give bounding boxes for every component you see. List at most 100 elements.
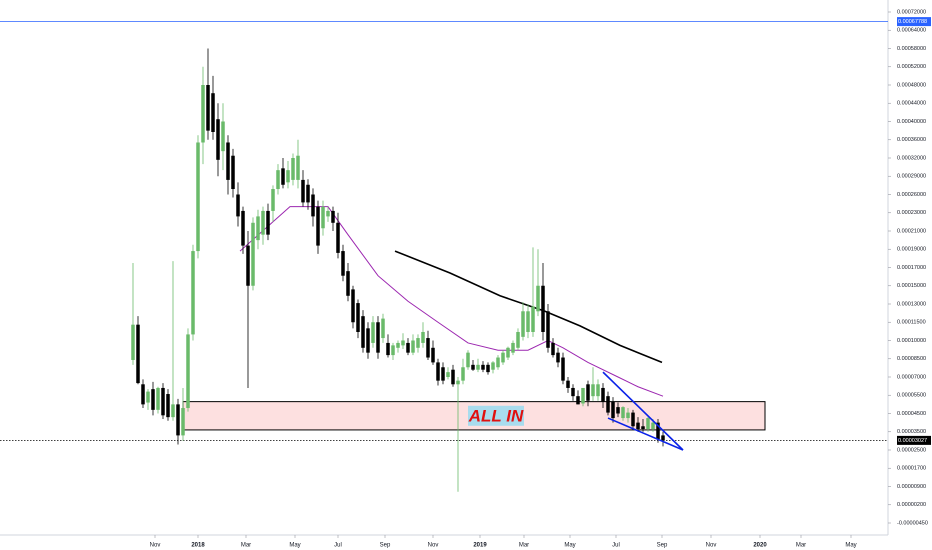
trendline xyxy=(602,371,684,451)
y-tick-label: 0.00000200 xyxy=(897,502,926,508)
y-tick-label: 0.00005500 xyxy=(897,393,926,399)
candle-body xyxy=(511,342,515,353)
y-tick-label: 0.00058000 xyxy=(897,46,926,52)
candle-body xyxy=(396,342,400,348)
y-tick-label: 0.00029000 xyxy=(897,174,926,180)
candle-body xyxy=(496,357,500,368)
candle-body xyxy=(586,384,590,401)
candle-body xyxy=(261,210,265,235)
candle-body xyxy=(336,222,340,253)
candle-body xyxy=(471,364,475,370)
candle-body xyxy=(556,352,560,363)
candle-body xyxy=(291,158,295,180)
y-tick-label: 0.00026000 xyxy=(897,192,926,198)
candle-body xyxy=(386,342,390,356)
candle-body xyxy=(191,251,195,335)
candle-body xyxy=(296,155,300,180)
candle-body xyxy=(381,318,385,339)
y-tick-label: 0.00004500 xyxy=(897,411,926,417)
candle-body xyxy=(526,311,530,332)
candle-body xyxy=(136,324,140,384)
y-tick-label: 0.00072000 xyxy=(897,9,926,15)
candle-body xyxy=(606,396,610,413)
candle-body xyxy=(476,364,480,370)
candle-body xyxy=(246,245,250,286)
candle-body xyxy=(636,422,640,430)
candle-body xyxy=(401,340,405,346)
y-tick-label: 0.00013000 xyxy=(897,301,926,307)
x-tick-label: 2020 xyxy=(753,543,767,549)
moving-average xyxy=(394,250,663,364)
x-tick-label: Jul xyxy=(334,543,342,549)
candle-body xyxy=(651,422,655,430)
candle-body xyxy=(141,384,145,405)
candle-body xyxy=(226,142,230,180)
x-tick-label: 2019 xyxy=(473,543,487,549)
y-tick-label: 0.00008500 xyxy=(897,356,926,362)
candle-body xyxy=(376,322,380,353)
candle-body xyxy=(311,194,315,217)
y-tick-label: 0.00003500 xyxy=(897,429,926,435)
y-tick-label: 0.00015000 xyxy=(897,283,926,289)
candle-body xyxy=(276,170,280,190)
x-tick-label: Mar xyxy=(796,543,806,549)
y-tick-label: 0.00023000 xyxy=(897,210,926,216)
candle-body xyxy=(446,372,450,377)
candle-body xyxy=(211,93,215,132)
x-tick-label: Jul xyxy=(612,543,620,549)
candle-body xyxy=(581,387,585,404)
y-tick-label: 0.00019000 xyxy=(897,247,926,253)
candle-body xyxy=(281,168,285,185)
candle-body xyxy=(491,362,495,370)
x-tick-label: Nov xyxy=(428,543,439,549)
candle-body xyxy=(481,364,485,370)
x-tick-label: May xyxy=(845,543,856,549)
candle-body xyxy=(421,331,425,343)
y-tick-label: 0.00040000 xyxy=(897,119,926,125)
candle-body xyxy=(566,380,570,388)
y-tick-label: 0.00017000 xyxy=(897,265,926,271)
candle-body xyxy=(251,222,255,286)
price-label-box xyxy=(897,435,931,445)
candle-body xyxy=(186,334,190,409)
candle-body xyxy=(176,404,180,436)
candle-body xyxy=(306,184,310,203)
y-tick-label: 0.00001700 xyxy=(897,466,926,472)
y-tick-label: 0.00021000 xyxy=(897,228,926,234)
candle-body xyxy=(131,324,135,360)
candle-body xyxy=(356,303,360,332)
candle-body xyxy=(351,289,355,323)
candle-body xyxy=(601,387,605,402)
candle-body xyxy=(656,422,660,440)
candle-body xyxy=(416,338,420,348)
candle-body xyxy=(486,364,490,373)
x-tick-label: Mar xyxy=(241,543,251,549)
candle-body xyxy=(516,331,520,348)
candle-body xyxy=(206,85,210,131)
zone-label-bg xyxy=(468,405,524,426)
zone-label: ALL IN xyxy=(468,406,524,425)
candle-body xyxy=(591,384,595,397)
candle-body xyxy=(216,119,220,160)
candle-body xyxy=(171,404,175,418)
candle-body xyxy=(501,352,505,363)
candle-body xyxy=(196,142,200,252)
candle-body xyxy=(466,352,470,368)
y-tick-label: 0.00044000 xyxy=(897,101,926,107)
candle-body xyxy=(331,210,335,223)
y-tick-label: 0.00002500 xyxy=(897,447,926,453)
x-tick-label: Sep xyxy=(380,543,391,549)
x-tick-label: Mar xyxy=(519,543,529,549)
candle-body xyxy=(371,322,375,343)
candle-body xyxy=(661,435,665,441)
candle-body xyxy=(611,401,615,419)
y-tick-label: 0.00011500 xyxy=(897,320,926,326)
candle-body xyxy=(266,210,270,235)
y-tick-label: 0.00052000 xyxy=(897,64,926,70)
candle-body xyxy=(271,189,275,211)
candle-body xyxy=(346,271,350,296)
x-tick-label: May xyxy=(564,543,575,549)
y-tick-label: 0.00000900 xyxy=(897,484,926,490)
x-tick-label: Sep xyxy=(657,543,668,549)
